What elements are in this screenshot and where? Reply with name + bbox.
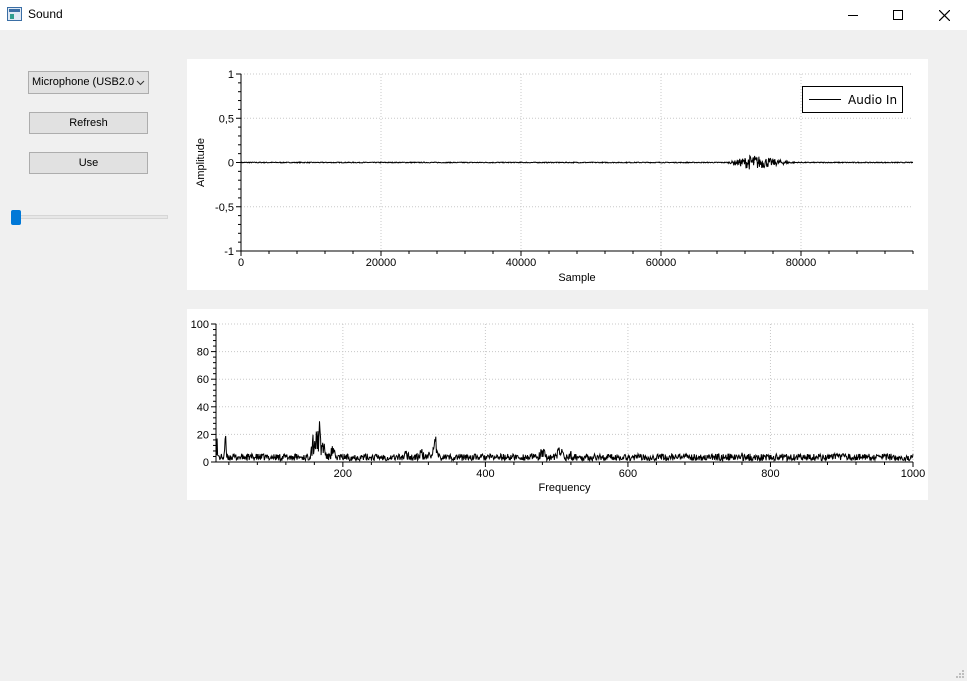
waveform-y-tick-label: -1 bbox=[224, 246, 234, 258]
spectrum-y-tick-label: 80 bbox=[197, 347, 209, 359]
waveform-x-tick-label: 80000 bbox=[786, 257, 817, 269]
minimize-icon bbox=[848, 15, 858, 16]
spectrum-y-tick-label: 60 bbox=[197, 374, 209, 386]
volume-slider-handle[interactable] bbox=[11, 210, 22, 225]
spectrum-y-tick-label: 0 bbox=[203, 457, 209, 469]
waveform-y-tick-label: -0,5 bbox=[215, 202, 234, 214]
waveform-series-line bbox=[240, 154, 914, 170]
spectrum-y-tick-label: 40 bbox=[197, 402, 209, 414]
spectrum-x-axis-label: Frequency bbox=[539, 482, 591, 494]
spectrum-series-line bbox=[215, 421, 914, 463]
waveform-y-axis-label: Amplitude bbox=[195, 138, 207, 187]
device-select[interactable]: Microphone (USB2.0 bbox=[28, 71, 149, 94]
spectrum-x-tick-label: 600 bbox=[619, 468, 637, 480]
spectrum-chart-panel: 200 400 600 800 1000 100 80 60 40 20 0 Frequency bbox=[187, 309, 928, 500]
chevron-down-icon bbox=[136, 80, 145, 86]
waveform-x-tick-label: 40000 bbox=[506, 257, 537, 269]
spectrum-x-tick-label: 800 bbox=[761, 468, 779, 480]
spectrum-x-tick-label: 1000 bbox=[901, 468, 925, 480]
legend-entry-audio-in: Audio In bbox=[848, 93, 897, 107]
waveform-x-axis-label: Sample bbox=[558, 272, 595, 284]
spectrum-y-tick-label: 20 bbox=[197, 429, 209, 441]
title-bar: Sound bbox=[0, 0, 967, 30]
waveform-x-tick-label: 0 bbox=[238, 257, 244, 269]
maximize-icon bbox=[893, 10, 903, 20]
close-icon bbox=[938, 9, 950, 21]
resize-grip-icon[interactable] bbox=[955, 669, 965, 679]
waveform-x-tick-label: 20000 bbox=[366, 257, 397, 269]
waveform-y-tick-label: 0,5 bbox=[219, 113, 234, 125]
waveform-y-tick-label: 0 bbox=[228, 158, 234, 170]
minimize-button[interactable] bbox=[830, 0, 876, 30]
spectrum-x-tick-label: 400 bbox=[476, 468, 494, 480]
close-button[interactable] bbox=[921, 0, 967, 30]
device-select-value: Microphone (USB2.0 bbox=[32, 76, 135, 88]
window-title: Sound bbox=[28, 7, 63, 21]
spectrum-y-tick-label: 100 bbox=[191, 319, 209, 331]
refresh-button[interactable]: Refresh bbox=[29, 112, 148, 134]
waveform-y-tick-label: 1 bbox=[228, 69, 234, 81]
spectrum-x-tick-label: 200 bbox=[334, 468, 352, 480]
app-icon bbox=[7, 7, 22, 21]
waveform-legend: Audio In bbox=[802, 86, 903, 113]
waveform-x-tick-label: 60000 bbox=[646, 257, 677, 269]
volume-slider-track[interactable] bbox=[12, 215, 168, 219]
waveform-chart-panel: 0 20000 40000 60000 80000 1 0,5 0 -0,5 -1 Sample … bbox=[187, 59, 928, 290]
use-button[interactable]: Use bbox=[29, 152, 148, 174]
maximize-button[interactable] bbox=[875, 0, 921, 30]
